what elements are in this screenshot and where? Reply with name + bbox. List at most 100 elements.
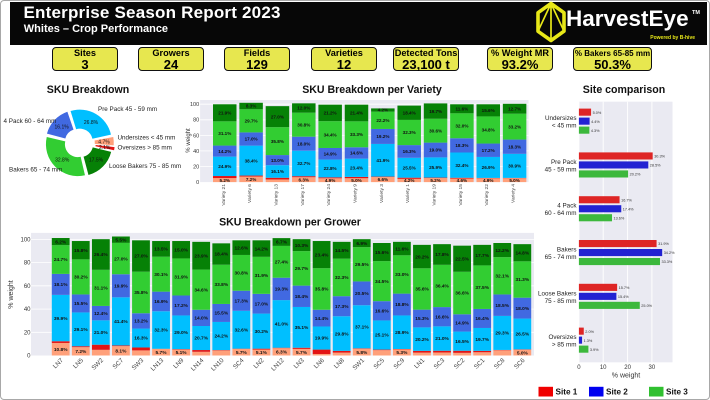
svg-text:100: 100	[20, 238, 31, 244]
svg-text:SKU Breakdown: SKU Breakdown	[47, 84, 129, 96]
svg-text:Undersizes: Undersizes	[545, 115, 577, 122]
svg-text:18.0%: 18.0%	[515, 306, 529, 312]
svg-text:17.0%: 17.0%	[255, 301, 269, 307]
svg-text:7.2%: 7.2%	[75, 349, 87, 355]
svg-text:20.7%: 20.7%	[194, 336, 208, 342]
svg-text:> 85 mm: > 85 mm	[552, 342, 577, 349]
svg-text:19.7%: 19.7%	[475, 337, 489, 343]
svg-text:16.7%: 16.7%	[621, 198, 632, 202]
svg-text:32.4%: 32.4%	[455, 163, 468, 168]
svg-text:4.9%: 4.9%	[325, 178, 335, 183]
svg-text:6.2%: 6.2%	[55, 239, 67, 245]
svg-text:37.1%: 37.1%	[355, 325, 369, 331]
svg-text:29.3%: 29.3%	[495, 331, 509, 337]
svg-text:19.9%: 19.9%	[315, 336, 329, 342]
svg-text:5.7%: 5.7%	[236, 350, 248, 356]
svg-text:35.8%: 35.8%	[315, 287, 329, 293]
svg-text:35.8%: 35.8%	[271, 139, 284, 144]
svg-text:29.8%: 29.8%	[335, 331, 349, 337]
svg-text:32.3%: 32.3%	[403, 130, 416, 135]
svg-text:31.1%: 31.1%	[218, 131, 231, 136]
svg-text:4.2%: 4.2%	[378, 108, 388, 113]
svg-text:29.7%: 29.7%	[245, 119, 258, 124]
svg-text:30.3%: 30.3%	[654, 155, 665, 159]
svg-text:60: 60	[193, 133, 199, 139]
svg-text:19.9%: 19.9%	[114, 284, 128, 290]
svg-text:12.4%: 12.4%	[94, 311, 108, 317]
svg-text:4.7%: 4.7%	[98, 140, 110, 146]
svg-text:14.2%: 14.2%	[255, 246, 269, 252]
svg-text:34.4%: 34.4%	[324, 132, 337, 137]
svg-text:LN14: LN14	[190, 357, 206, 373]
svg-text:11.6%: 11.6%	[456, 107, 469, 112]
svg-text:23.4%: 23.4%	[315, 252, 329, 258]
svg-text:33.0%: 33.0%	[395, 272, 409, 278]
svg-text:4.2%: 4.2%	[404, 178, 414, 183]
svg-text:LN2: LN2	[253, 357, 266, 370]
svg-text:16.6%: 16.6%	[435, 314, 449, 320]
svg-text:65 - 74 mm: 65 - 74 mm	[545, 254, 577, 261]
svg-text:Bakers 65 - 74 mm: Bakers 65 - 74 mm	[9, 167, 62, 174]
svg-text:LN3: LN3	[293, 357, 306, 370]
svg-text:21.0%: 21.0%	[435, 336, 449, 342]
svg-text:14.2%: 14.2%	[218, 149, 231, 154]
svg-text:Site 1: Site 1	[556, 388, 578, 397]
svg-text:11.6%: 11.6%	[395, 246, 409, 252]
svg-text:Variety 4: Variety 4	[511, 184, 517, 203]
svg-text:Oversizes: Oversizes	[549, 334, 577, 341]
svg-text:25.0%: 25.0%	[641, 304, 652, 308]
svg-text:6.3%: 6.3%	[299, 177, 309, 182]
svg-text:LN7: LN7	[52, 357, 65, 370]
svg-text:Bakers: Bakers	[557, 247, 577, 254]
svg-text:14.0%: 14.0%	[194, 316, 208, 322]
svg-text:21.4%: 21.4%	[350, 111, 363, 116]
svg-text:14.8%: 14.8%	[515, 251, 529, 257]
svg-text:15.6%: 15.6%	[482, 108, 495, 113]
svg-text:36.4%: 36.4%	[435, 284, 449, 290]
svg-text:SC2: SC2	[453, 357, 467, 371]
svg-text:5.1%: 5.1%	[256, 350, 268, 356]
svg-text:19.3%: 19.3%	[275, 287, 289, 293]
svg-text:18.3%: 18.3%	[455, 143, 468, 148]
svg-text:36.6%: 36.6%	[455, 291, 469, 297]
svg-text:4.3%: 4.3%	[591, 129, 600, 133]
svg-text:3.9%: 3.9%	[590, 348, 599, 352]
svg-text:32.6%: 32.6%	[234, 327, 248, 333]
svg-text:4.4%: 4.4%	[591, 120, 600, 124]
svg-text:Oversizes > 85 mm: Oversizes > 85 mm	[118, 144, 172, 151]
svg-text:41.9%: 41.9%	[376, 158, 389, 163]
svg-text:19.0%: 19.0%	[429, 148, 442, 153]
svg-text:6.3%: 6.3%	[276, 350, 288, 356]
svg-text:17.8%: 17.8%	[435, 252, 449, 258]
svg-text:30.2%: 30.2%	[255, 329, 269, 335]
svg-text:31.9%: 31.9%	[255, 273, 269, 279]
svg-text:34.8%: 34.8%	[482, 128, 495, 133]
svg-text:14.4%: 14.4%	[315, 316, 329, 322]
svg-text:Site 2: Site 2	[606, 388, 628, 397]
svg-text:18.4%: 18.4%	[295, 294, 309, 300]
svg-text:20.2%: 20.2%	[415, 254, 429, 260]
svg-text:SW1: SW1	[351, 357, 366, 372]
svg-text:SW3: SW3	[131, 357, 146, 372]
svg-text:SKU Breakdown per Variety: SKU Breakdown per Variety	[302, 84, 442, 96]
svg-text:35.6%: 35.6%	[415, 287, 429, 293]
svg-text:33.8%: 33.8%	[214, 282, 228, 288]
svg-text:16.9%: 16.9%	[154, 299, 168, 305]
svg-text:5.0%: 5.0%	[593, 111, 602, 115]
svg-text:33.3%: 33.3%	[662, 260, 673, 264]
svg-text:32.0%: 32.0%	[455, 124, 468, 129]
svg-text:15.4%: 15.4%	[618, 295, 629, 299]
svg-text:6.6%: 6.6%	[378, 177, 388, 182]
svg-text:16.3%: 16.3%	[134, 336, 148, 342]
svg-text:21.0%: 21.0%	[94, 330, 108, 336]
svg-text:21.2%: 21.2%	[324, 111, 337, 116]
svg-text:30.8%: 30.8%	[234, 271, 248, 277]
svg-text:Variety 21: Variety 21	[221, 184, 227, 206]
svg-text:SC7: SC7	[112, 357, 126, 371]
svg-text:12.7%: 12.7%	[508, 107, 521, 112]
svg-text:30.6%: 30.6%	[429, 128, 442, 133]
svg-text:18.4%: 18.4%	[214, 252, 228, 258]
svg-text:Variety 3: Variety 3	[379, 184, 385, 203]
svg-text:45 - 59 mm: 45 - 59 mm	[545, 166, 577, 173]
svg-text:15.3%: 15.3%	[415, 316, 429, 322]
